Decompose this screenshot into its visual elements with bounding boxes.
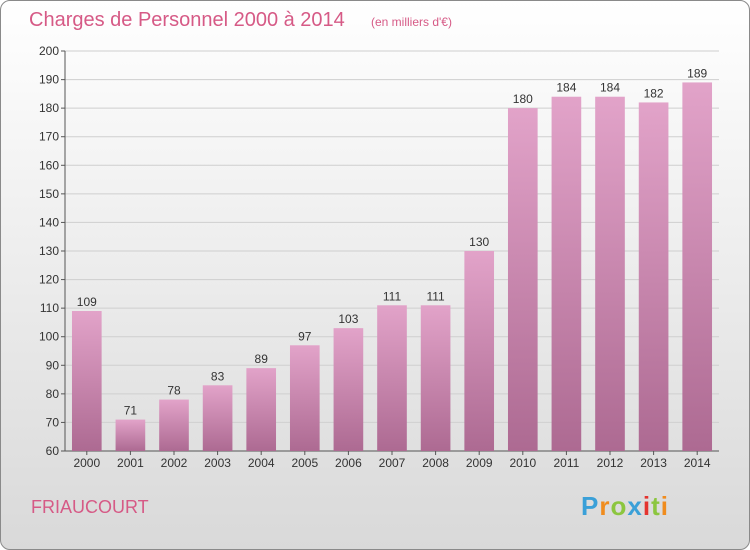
bar-2014 [682,82,713,451]
bar-2011 [551,96,582,451]
y-tick-label: 110 [40,301,59,315]
bar-2002 [159,399,189,451]
data-label-2006: 103 [338,312,358,326]
data-label-2011: 184 [556,81,576,95]
x-tick-label-2007: 2007 [379,456,406,470]
y-tick-label: 90 [46,358,60,372]
bars [71,82,713,452]
x-tick-label-2009: 2009 [466,456,493,470]
y-tick-label: 170 [39,130,59,144]
y-tick-label: 100 [39,330,59,344]
x-tick-label-2006: 2006 [335,456,362,470]
x-tick-label-2000: 2000 [73,456,100,470]
data-labels: 109 71 78 83 89 97 103 111 111 130 180 184 184 182 189 [77,66,708,417]
data-label-2013: 182 [644,86,664,100]
data-label-2009: 130 [469,235,489,249]
y-tick-label: 150 [39,187,59,201]
y-tick-label: 140 [39,215,59,229]
data-label-2004: 89 [255,352,269,366]
y-tick-label: 120 [39,273,59,287]
y-tick-label: 180 [39,101,59,115]
y-tick-label: 70 [46,415,60,429]
x-tick-label-2003: 2003 [204,456,231,470]
y-tick-label: 200 [39,44,59,58]
bar-2003 [202,385,233,451]
data-label-2001: 71 [124,404,138,418]
data-label-2010: 180 [513,92,533,106]
data-label-2005: 97 [298,329,312,343]
x-tick-label-2014: 2014 [684,456,711,470]
x-tick-label-2012: 2012 [597,456,624,470]
y-tick-label: 80 [46,387,60,401]
bar-2007 [377,305,407,451]
bar-2008 [420,305,451,451]
bar-2009 [464,251,495,451]
y-tick-label: 160 [39,158,59,172]
chart-title: Charges de Personnel 2000 à 2014 [29,9,345,31]
bar-2001 [115,419,146,451]
x-tick-label-2011: 2011 [553,456,579,470]
data-label-2012: 184 [600,81,620,95]
x-tick-label-2008: 2008 [422,456,449,470]
data-label-2014: 189 [687,66,707,80]
x-tick-label-2002: 2002 [161,456,188,470]
chart-subtitle: (en milliers d'€) [371,15,452,29]
x-tick-label-2001: 2001 [117,456,144,470]
bar-2000 [71,311,102,451]
data-label-2003: 83 [211,369,225,383]
bar-2012 [595,96,625,451]
x-tick-label-2013: 2013 [640,456,667,470]
y-tick-label: 130 [39,244,59,258]
x-tick-label-2005: 2005 [291,456,318,470]
commune-name: FRIAUCOURT [31,497,149,517]
bar-2010 [507,108,538,452]
x-tick-label-2010: 2010 [509,456,536,470]
bar-2013 [638,102,669,451]
data-label-2008: 111 [426,289,445,303]
bar-2005 [289,345,320,451]
data-label-2000: 109 [77,295,97,309]
data-label-2007: 111 [383,289,402,303]
proxiti-logo: Proxiti [581,491,669,521]
bar-2004 [246,368,277,451]
data-label-2002: 78 [167,384,181,398]
y-tick-label: 60 [46,444,60,458]
x-tick-label-2004: 2004 [248,456,275,470]
y-tick-label: 190 [39,73,59,87]
bar-2006 [333,328,364,451]
